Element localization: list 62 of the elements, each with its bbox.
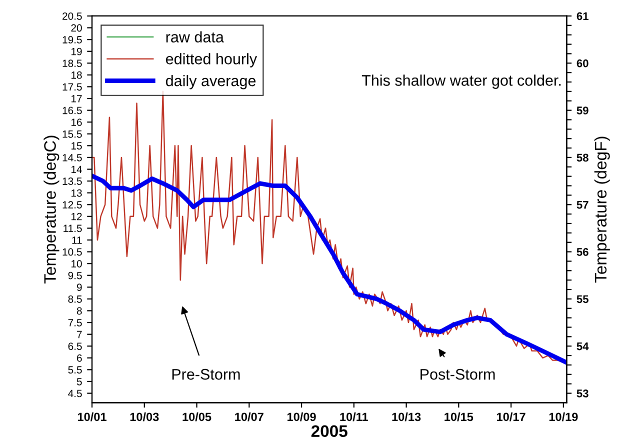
annotation: Post-Storm <box>420 368 495 380</box>
y-tick-label: 17 <box>71 95 82 102</box>
y-axis-title: Temperature (degC) <box>44 136 60 284</box>
y-tick-label: 7 <box>77 330 82 338</box>
y2-tick-label: 61 <box>576 12 588 20</box>
y2-tick-label: 57 <box>576 201 588 209</box>
y-tick-label: 7.5 <box>68 319 82 326</box>
y2-tick-label: 53 <box>576 390 588 398</box>
y-tick-label: 6 <box>77 354 82 362</box>
x-tick-label: 10/13 <box>392 412 421 422</box>
y-tick-label: 15.5 <box>62 130 82 138</box>
line-series <box>92 174 567 365</box>
x-tick-label: 10/17 <box>497 412 526 422</box>
y-tick-label: 9.5 <box>68 272 82 280</box>
y-tick-label: 6.5 <box>68 342 82 350</box>
y-tick-label: 11 <box>72 236 82 244</box>
y-tick-label: 11.5 <box>64 224 82 232</box>
y-tick-label: 10.5 <box>62 248 82 256</box>
x-axis-title: 2005 <box>311 425 348 438</box>
x-tick-label: 10/05 <box>182 412 212 422</box>
y2-tick-label: 54 <box>576 342 589 350</box>
x-tick-label: 10/15 <box>444 412 474 422</box>
x-tick-label: 10/01 <box>78 412 106 422</box>
y-tick-label: 17.5 <box>62 83 82 91</box>
x-tick-label: 10/19 <box>549 412 578 422</box>
y-tick-label: 8.5 <box>68 295 82 303</box>
legend-label: editted hourly <box>166 53 258 68</box>
x-tick-label: 10/09 <box>288 412 316 422</box>
y-tick-label: 15 <box>71 142 82 150</box>
y-tick-label: 19.5 <box>62 36 82 44</box>
x-tick-label: 10/03 <box>130 412 159 422</box>
y-tick-label: 18 <box>71 71 82 79</box>
y2-axis-title: Temperature (degF) <box>594 136 610 283</box>
x-tick-label: 10/11 <box>340 412 368 422</box>
y2-tick-label: 59 <box>576 106 588 114</box>
annotation: This shallow water got colder. <box>362 74 561 89</box>
y-tick-label: 14.5 <box>62 154 82 162</box>
y-tick-label: 12.5 <box>62 201 82 208</box>
y-tick-label: 8 <box>76 307 82 315</box>
y-tick-label: 13.5 <box>62 178 82 185</box>
y-tick-label: 14 <box>71 166 82 174</box>
legend-label: daily average <box>166 75 256 90</box>
y-tick-label: 16.5 <box>62 106 82 114</box>
y-tick-label: 20 <box>71 24 82 32</box>
y-tick-label: 4.5 <box>68 390 82 398</box>
y2-tick-label: 55 <box>576 295 588 304</box>
legend-label: raw data <box>166 31 224 42</box>
y-tick-label: 19 <box>71 48 82 56</box>
y-tick-label: 18.5 <box>62 60 82 68</box>
y-tick-label: 5.5 <box>68 366 82 374</box>
y2-tick-label: 56 <box>576 248 588 256</box>
y2-tick-label: 60 <box>576 59 588 68</box>
x-tick-label: 10/07 <box>235 412 264 422</box>
y-tick-label: 16 <box>71 118 82 126</box>
y-tick-label: 12 <box>71 212 82 220</box>
y-tick-label: 13 <box>71 189 82 197</box>
y-tick-label: 20.5 <box>62 12 82 20</box>
y-tick-label: 5 <box>76 378 82 386</box>
y-tick-label: 9 <box>76 284 82 292</box>
annotation: Pre-Storm <box>172 368 240 380</box>
y2-tick-label: 58 <box>576 154 588 162</box>
y-tick-label: 10 <box>71 260 82 268</box>
